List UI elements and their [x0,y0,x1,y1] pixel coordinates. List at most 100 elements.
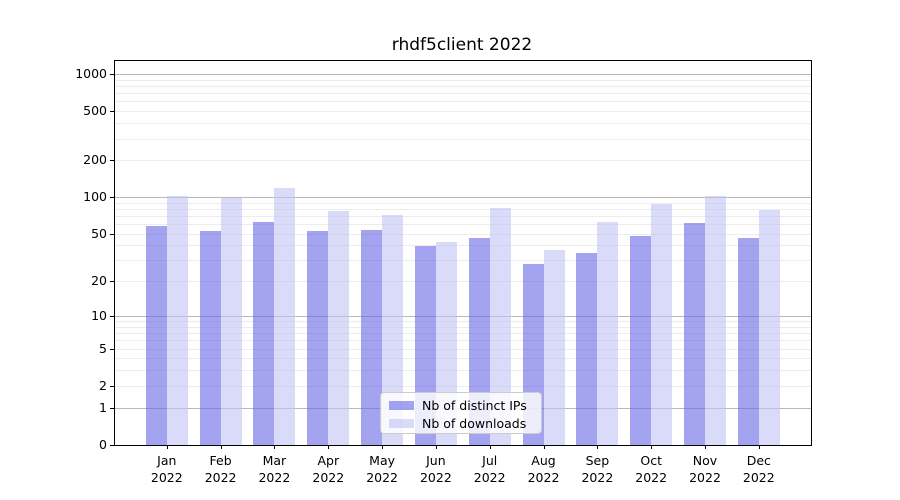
x-tick [543,445,545,449]
gridline-minor [115,358,811,360]
x-tick [435,445,437,449]
bar-downloads-jan [166,195,188,445]
y-tick-label: 500 [83,103,107,119]
gridline-major [115,74,811,75]
y-tick [110,316,114,317]
y-tick-label: 50 [91,225,107,241]
legend-swatch-distinct-ips [389,401,414,410]
y-tick-label: 2 [99,377,107,393]
plot-area: 0 1 2 5 10 20 50 100 200 500 1000 Jan 2022 Feb 2022… [75,60,812,485]
gridline-minor [115,333,811,335]
x-tick-label-nov: Nov 2022 [689,453,721,485]
bar-distinct-ips-sep [576,252,598,445]
gridline-minor [115,233,811,235]
x-tick-label-jun: Jun 2022 [419,453,452,485]
bar-downloads-feb [220,198,242,445]
gridline-minor [115,111,811,113]
gridline-minor [115,86,811,87]
bar-distinct-ips-oct [630,236,652,445]
gridline-minor [115,138,811,140]
legend-label: Nb of downloads [422,416,527,431]
gridline-minor [115,321,811,323]
bar-distinct-ips-apr [307,231,329,445]
gridline-minor [115,281,811,283]
x-tick-label-oct: Oct 2022 [635,453,668,485]
y-tick [110,444,114,446]
bar-distinct-ips-feb [199,231,221,445]
gridline-minor [115,216,811,217]
gridline-minor [115,326,811,328]
legend-label: Nb of distinct IPs [422,398,527,413]
gridline-minor [115,245,811,247]
bar-distinct-ips-mar [253,221,275,445]
x-tick [274,445,276,449]
bar-distinct-ips-may [361,230,383,445]
x-tick [597,445,599,449]
x-tick [651,445,653,449]
bar-downloads-aug [543,249,565,445]
y-tick [110,385,114,387]
bar-downloads-apr [328,211,350,445]
y-tick [110,197,114,199]
bar-downloads-mar [274,187,296,445]
bar-distinct-ips-dec [737,238,759,445]
bar-downloads-sep [597,221,619,445]
x-tick-label-aug: Aug 2022 [527,453,560,485]
y-tick-label: 5 [99,340,107,356]
y-tick-label: 1 [99,399,107,415]
y-tick [110,281,114,283]
x-tick [328,445,330,449]
y-tick-label: 200 [83,152,107,168]
gridline-minor [115,101,811,103]
x-tick-label-jul: Jul 2022 [473,453,506,485]
bar-downloads-jul [489,207,511,445]
gridline-minor [115,79,811,81]
legend-swatch-downloads [389,419,414,428]
y-tick [110,348,114,350]
y-tick-label: 0 [99,436,107,452]
gridline-minor [115,224,811,226]
bar-downloads-dec [758,209,780,445]
y-tick [110,111,114,113]
legend-item: Nb of downloads [389,415,535,432]
gridline-minor [115,160,811,162]
x-tick-label-may: May 2022 [366,453,398,485]
gridline-minor [115,348,811,350]
x-tick-label-sep: Sep 2022 [581,453,614,485]
x-tick-label-jan: Jan 2022 [150,453,183,485]
x-tick [489,445,491,449]
x-tick [705,445,706,449]
y-tick-label: 10 [91,308,107,323]
legend: Nb of distinct IPs Nb of downloads [380,392,542,434]
x-tick-label-mar: Mar 2022 [258,453,291,485]
gridline-minor [115,385,811,387]
bar-distinct-ips-jan [145,226,167,445]
x-tick [758,445,760,449]
bar-downloads-may [382,214,404,445]
y-tick-label: 100 [83,189,107,205]
bar-downloads-nov [705,196,726,445]
legend-item: Nb of distinct IPs [389,397,535,414]
gridline-minor [115,93,811,95]
x-tick [220,445,222,449]
y-tick [110,233,114,235]
gridline-minor [115,123,811,125]
y-tick [110,160,114,162]
bar-distinct-ips-nov [684,222,705,445]
gridline-major [115,197,811,199]
y-tick [110,74,114,75]
x-tick [166,445,168,449]
x-tick-label-dec: Dec 2022 [742,453,775,485]
gridline-minor [115,202,811,204]
bar-downloads-oct [651,204,673,445]
x-tick-label-apr: Apr 2022 [312,453,345,485]
y-tick [110,407,114,409]
x-tick [382,445,384,449]
gridline-minor [115,340,811,342]
chart-title: rhdf5client 2022 [391,35,533,55]
gridline-minor [115,260,811,262]
x-tick-label-feb: Feb 2022 [204,453,237,485]
gridline-minor [115,208,811,210]
gridline-major [115,316,811,317]
